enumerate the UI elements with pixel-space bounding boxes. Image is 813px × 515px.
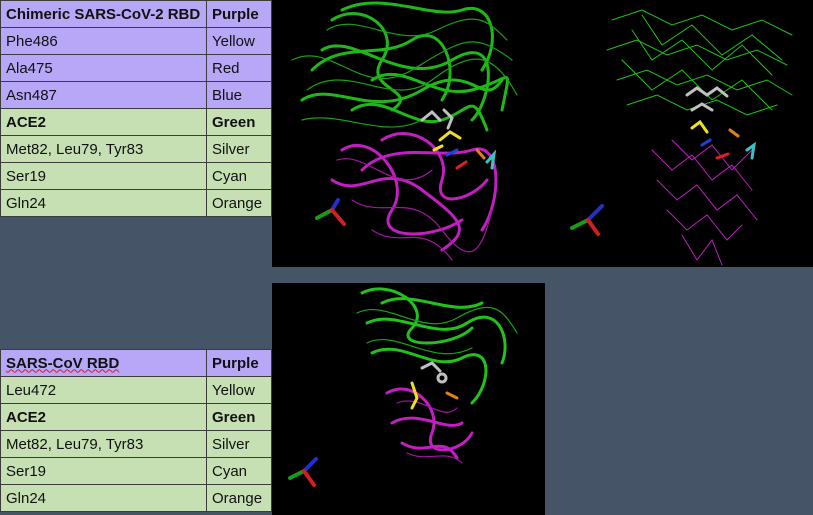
legend-table-sars-cov: SARS-CoV RBD Purple Leu472 Yellow ACE2 G… bbox=[0, 349, 272, 512]
table-cell: Phe486 bbox=[0, 27, 207, 55]
table-cell: Gln24 bbox=[0, 484, 207, 512]
table-cell: Silver bbox=[206, 430, 272, 458]
table-cell: Red bbox=[206, 54, 272, 82]
table-cell: Orange bbox=[206, 189, 272, 217]
table-cell: ACE2 bbox=[0, 403, 207, 431]
table-row: ACE2 Green bbox=[0, 403, 272, 431]
table-row: Met82, Leu79, Tyr83 Silver bbox=[0, 430, 272, 458]
table-cell: Met82, Leu79, Tyr83 bbox=[0, 430, 207, 458]
table-cell: SARS-CoV RBD bbox=[0, 349, 207, 377]
table-row: Met82, Leu79, Tyr83 Silver bbox=[0, 135, 272, 163]
table-cell: Yellow bbox=[206, 27, 272, 55]
table-row: Asn487 Blue bbox=[0, 81, 272, 109]
molecular-structure-image bbox=[288, 287, 518, 487]
table-cell: Leu472 bbox=[0, 376, 207, 404]
table-row: Chimeric SARS-CoV-2 RBD Purple bbox=[0, 0, 272, 28]
table-row: ACE2 Green bbox=[0, 108, 272, 136]
table-cell-text: SARS-CoV RBD bbox=[6, 354, 120, 372]
table-cell: Gln24 bbox=[0, 189, 207, 217]
table-cell: Green bbox=[206, 108, 272, 136]
table-cell: Purple bbox=[206, 349, 272, 377]
right-structure bbox=[570, 9, 793, 266]
table-row: Ser19 Cyan bbox=[0, 162, 272, 190]
molecular-structure-image bbox=[291, 1, 793, 266]
table-cell: Yellow bbox=[206, 376, 272, 404]
table-cell: Met82, Leu79, Tyr83 bbox=[0, 135, 207, 163]
table-cell: Ser19 bbox=[0, 162, 207, 190]
table-row: Ser19 Cyan bbox=[0, 457, 272, 485]
left-structure bbox=[291, 1, 518, 261]
molecule-render-bottom bbox=[272, 283, 545, 515]
table-cell: Green bbox=[206, 403, 272, 431]
table-cell: Chimeric SARS-CoV-2 RBD bbox=[0, 0, 207, 28]
table-cell: Silver bbox=[206, 135, 272, 163]
legend-table-chimeric: Chimeric SARS-CoV-2 RBD Purple Phe486 Ye… bbox=[0, 0, 272, 217]
table-cell: Orange bbox=[206, 484, 272, 512]
table-cell: Cyan bbox=[206, 162, 272, 190]
table-row: Gln24 Orange bbox=[0, 484, 272, 512]
table-cell: Asn487 bbox=[0, 81, 207, 109]
table-row: Gln24 Orange bbox=[0, 189, 272, 217]
table-cell: Ser19 bbox=[0, 457, 207, 485]
molecule-render-top bbox=[272, 0, 813, 267]
table-cell: Purple bbox=[206, 0, 272, 28]
table-cell: Cyan bbox=[206, 457, 272, 485]
table-cell: Blue bbox=[206, 81, 272, 109]
table-row: SARS-CoV RBD Purple bbox=[0, 349, 272, 377]
table-row: Phe486 Yellow bbox=[0, 27, 272, 55]
table-row: Leu472 Yellow bbox=[0, 376, 272, 404]
table-cell: ACE2 bbox=[0, 108, 207, 136]
table-cell: Ala475 bbox=[0, 54, 207, 82]
table-row: Ala475 Red bbox=[0, 54, 272, 82]
